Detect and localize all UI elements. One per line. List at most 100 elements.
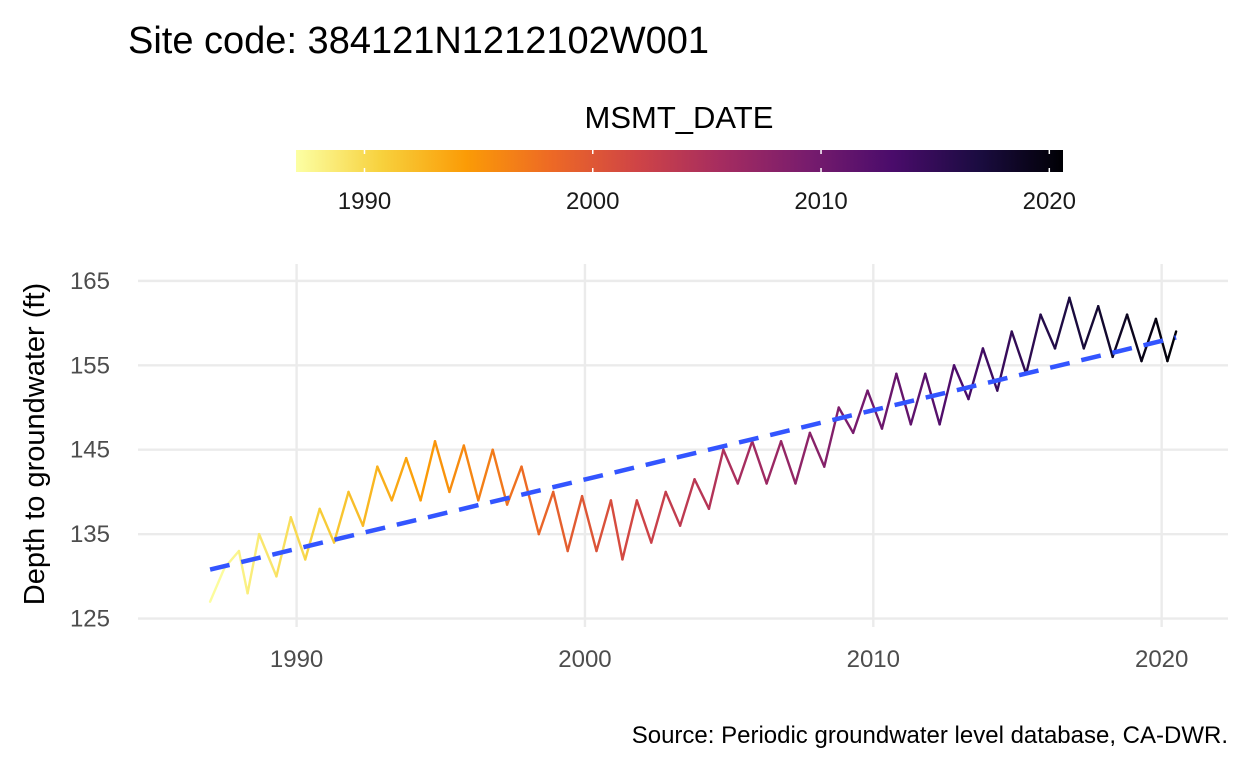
series-segment — [621, 499, 639, 561]
data-point — [258, 533, 260, 535]
series-segment — [347, 490, 365, 527]
data-point — [967, 398, 970, 400]
data-point — [463, 444, 465, 447]
data-point — [953, 364, 955, 367]
data-point — [1068, 296, 1071, 299]
y-tick-label: 155 — [70, 352, 110, 379]
series-segment — [433, 440, 451, 494]
series-segment — [537, 490, 555, 536]
series-segment — [1140, 317, 1158, 363]
data-point — [866, 389, 869, 392]
data-point — [506, 503, 508, 506]
data-point — [1140, 360, 1143, 362]
data-point — [794, 482, 797, 485]
series-segment — [595, 499, 613, 553]
legend-tick-label: 2000 — [566, 188, 619, 215]
data-point — [924, 372, 927, 375]
series-segment — [246, 532, 261, 595]
data-point — [1010, 330, 1013, 333]
series-segment — [304, 507, 321, 561]
series-segment — [851, 389, 869, 435]
data-point — [333, 541, 335, 544]
data-point — [809, 432, 811, 434]
data-point — [996, 389, 999, 392]
data-point — [434, 440, 436, 443]
data-point — [390, 499, 393, 502]
source-caption: Source: Periodic groundwater level datab… — [632, 722, 1228, 749]
series-segment — [693, 478, 711, 511]
data-point — [837, 406, 840, 409]
series-segment — [462, 444, 480, 502]
legend-tick-label: 2020 — [1023, 188, 1076, 215]
x-tick-label: 2010 — [847, 646, 900, 673]
series-segment — [736, 440, 754, 485]
data-point — [477, 499, 480, 502]
data-point — [650, 541, 653, 544]
data-point — [419, 499, 422, 502]
series-segment — [566, 494, 584, 553]
legend-title: MSMT_DATE — [585, 100, 774, 135]
data-point — [679, 524, 681, 527]
data-point — [595, 550, 598, 552]
data-point — [823, 465, 826, 468]
data-point — [1166, 360, 1169, 362]
legend-ticks: 1990 2000 2010 2020 — [338, 150, 1076, 215]
series-segment — [678, 478, 696, 527]
series-segment — [477, 448, 494, 502]
series-layer — [208, 296, 1178, 603]
series-segment — [765, 440, 783, 485]
data-point — [566, 550, 569, 552]
data-point — [1111, 356, 1114, 358]
series-segment — [1125, 313, 1143, 363]
x-tick-label: 2000 — [558, 646, 611, 673]
data-point — [708, 508, 710, 510]
series-segment — [895, 372, 913, 426]
data-point — [780, 440, 782, 443]
series-segment — [1068, 296, 1086, 350]
series-segment — [664, 490, 682, 527]
series-segment — [390, 456, 408, 502]
data-point — [881, 427, 883, 430]
x-axis-ticks: 1990 2000 2010 2020 — [270, 646, 1188, 673]
data-point — [664, 491, 667, 493]
series-segment — [404, 456, 422, 502]
series-segment — [823, 406, 840, 468]
y-axis-ticks: 125 135 145 155 165 — [70, 268, 110, 633]
series-segment — [794, 431, 812, 485]
data-point — [1126, 313, 1128, 316]
data-point — [246, 592, 249, 595]
x-tick-label: 1990 — [270, 646, 323, 673]
data-point — [376, 465, 379, 468]
series-segment — [808, 431, 826, 468]
data-point — [1054, 347, 1056, 350]
series-segment — [1082, 305, 1100, 350]
data-point — [610, 499, 612, 502]
series-segment — [952, 364, 970, 401]
y-tick-label: 145 — [70, 437, 110, 464]
data-point — [304, 558, 307, 561]
data-point — [448, 491, 451, 493]
series-segment — [448, 444, 466, 494]
data-point — [362, 524, 364, 527]
x-tick-label: 2020 — [1135, 646, 1188, 673]
data-point — [520, 465, 523, 468]
trend-line — [209, 335, 1177, 572]
series-segment — [707, 448, 725, 511]
series-segment — [376, 465, 393, 502]
series-segment — [580, 494, 598, 553]
chart-title: Site code: 384121N1212102W001 — [128, 20, 709, 62]
series-segment — [635, 499, 653, 544]
data-point — [736, 482, 739, 485]
series-segment — [237, 549, 249, 595]
legend-tick-label: 2010 — [794, 188, 847, 215]
grid-lines — [138, 264, 1228, 627]
data-point — [491, 448, 494, 451]
series-segment — [1053, 296, 1071, 350]
data-point — [1083, 347, 1085, 350]
y-tick-label: 135 — [70, 521, 110, 548]
series-segment — [1024, 313, 1042, 375]
series-segment — [419, 440, 437, 502]
data-point — [636, 499, 638, 502]
series-segment — [924, 372, 941, 426]
